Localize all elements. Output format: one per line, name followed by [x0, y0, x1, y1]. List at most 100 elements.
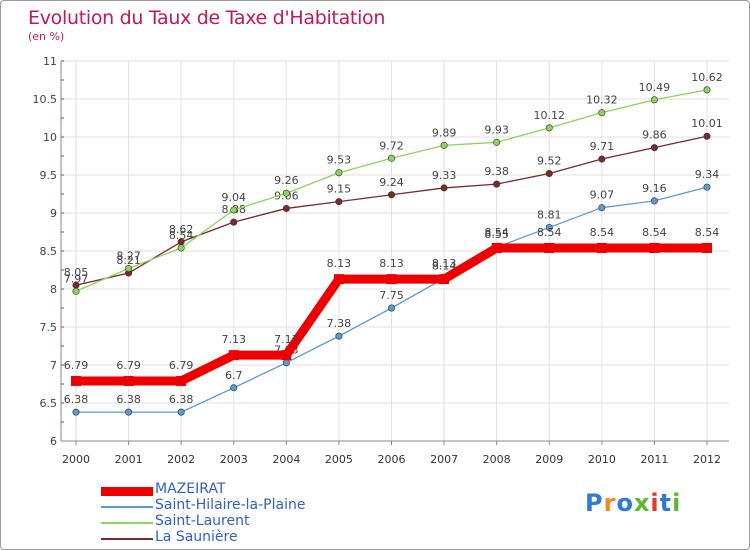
data-label: 8.54 — [169, 229, 194, 242]
data-point — [230, 218, 238, 226]
data-label: 9.34 — [695, 168, 720, 181]
legend-swatch — [101, 486, 153, 496]
y-tick-label: 11 — [43, 55, 57, 68]
y-tick-label: 8.5 — [40, 245, 58, 258]
data-label: 8.14 — [432, 259, 457, 272]
data-label: 6.79 — [64, 359, 89, 372]
data-label: 8.13 — [327, 257, 352, 270]
data-label: 8.13 — [432, 257, 457, 270]
x-tick-label: 2001 — [115, 453, 143, 466]
y-tick-label: 10 — [43, 131, 57, 144]
data-label: 8.13 — [379, 257, 404, 270]
x-tick-label: 2006 — [378, 453, 406, 466]
data-point — [703, 132, 711, 140]
y-tick-label: 8 — [50, 283, 57, 296]
data-point — [335, 198, 343, 206]
data-label: 9.89 — [432, 126, 457, 139]
x-tick-label: 2008 — [483, 453, 511, 466]
data-label: 10.49 — [639, 81, 671, 94]
data-label: 7.13 — [222, 333, 247, 346]
data-point — [440, 184, 448, 192]
data-label: 7.75 — [379, 289, 404, 302]
data-point — [387, 191, 395, 199]
x-tick-label: 2011 — [640, 453, 668, 466]
data-point — [282, 189, 290, 197]
data-label: 9.52 — [537, 154, 562, 167]
logo-letter: x — [633, 489, 651, 517]
data-label: 9.26 — [274, 174, 299, 187]
data-point — [493, 138, 501, 146]
data-label: 9.07 — [590, 189, 615, 202]
legend-label: Saint-Laurent — [155, 513, 250, 529]
y-tick-label: 6.5 — [40, 397, 58, 410]
legend-label: La Saunière — [155, 529, 238, 545]
data-label: 7.13 — [274, 333, 299, 346]
x-tick-label: 2012 — [693, 453, 721, 466]
x-tick-label: 2007 — [430, 453, 458, 466]
data-point — [125, 264, 133, 272]
data-point — [177, 244, 185, 252]
data-point — [703, 183, 711, 191]
data-point — [71, 375, 81, 386]
logo-letter: o — [616, 489, 634, 517]
data-point — [545, 169, 553, 177]
data-point — [387, 304, 395, 312]
data-point — [282, 359, 290, 367]
chart-subtitle: (en %) — [28, 30, 65, 43]
data-point — [282, 204, 290, 212]
y-tick-label: 10.5 — [33, 93, 58, 106]
data-point — [177, 408, 185, 416]
chart-title: Evolution du Taux de Taxe d'Habitation — [28, 7, 386, 29]
x-tick-label: 2003 — [220, 453, 248, 466]
x-tick-label: 2004 — [272, 453, 300, 466]
legend-swatch — [101, 506, 153, 508]
data-point — [703, 86, 711, 94]
data-label: 9.04 — [222, 191, 247, 204]
data-label: 10.01 — [691, 117, 723, 130]
data-label: 6.79 — [169, 359, 194, 372]
data-point — [230, 384, 238, 392]
data-point — [335, 169, 343, 177]
data-label: 9.33 — [432, 169, 457, 182]
data-label: 9.86 — [642, 129, 667, 142]
data-point — [545, 124, 553, 132]
data-point — [650, 144, 658, 152]
proxiti-logo: Proxiti — [585, 489, 681, 517]
logo-letter: P — [585, 489, 604, 517]
data-point — [598, 155, 606, 163]
data-label: 9.71 — [590, 140, 615, 153]
data-point — [386, 274, 397, 285]
legend-swatch — [101, 522, 153, 524]
data-label: 8.81 — [537, 208, 562, 221]
data-point — [125, 408, 133, 416]
data-point — [650, 197, 658, 205]
data-label: 6.38 — [169, 393, 194, 406]
data-point — [650, 96, 658, 104]
data-point — [281, 350, 292, 361]
data-point — [230, 206, 238, 214]
data-point — [596, 242, 607, 253]
data-label: 6.7 — [225, 369, 243, 382]
data-label: 9.16 — [642, 182, 667, 195]
data-point — [598, 109, 606, 117]
data-point — [176, 375, 187, 386]
data-point — [228, 350, 239, 361]
data-label: 9.53 — [327, 154, 352, 167]
y-tick-label: 6 — [50, 435, 57, 448]
data-label: 9.15 — [327, 183, 352, 196]
data-point — [123, 375, 134, 386]
legend-label: Saint-Hilaire-la-Plaine — [155, 497, 306, 513]
data-point — [544, 242, 555, 253]
x-tick-label: 2002 — [167, 453, 195, 466]
x-tick-label: 2009 — [535, 453, 563, 466]
data-point — [72, 287, 80, 295]
legend-swatch — [101, 538, 153, 540]
data-point — [333, 274, 344, 285]
data-point — [440, 141, 448, 149]
data-label: 7.97 — [64, 272, 89, 285]
logo-letter: i — [650, 489, 660, 517]
data-label: 8.05 — [64, 266, 89, 279]
data-label: 8.54 — [642, 226, 667, 239]
data-label: 10.62 — [691, 71, 723, 84]
y-tick-label: 9.5 — [40, 169, 58, 182]
